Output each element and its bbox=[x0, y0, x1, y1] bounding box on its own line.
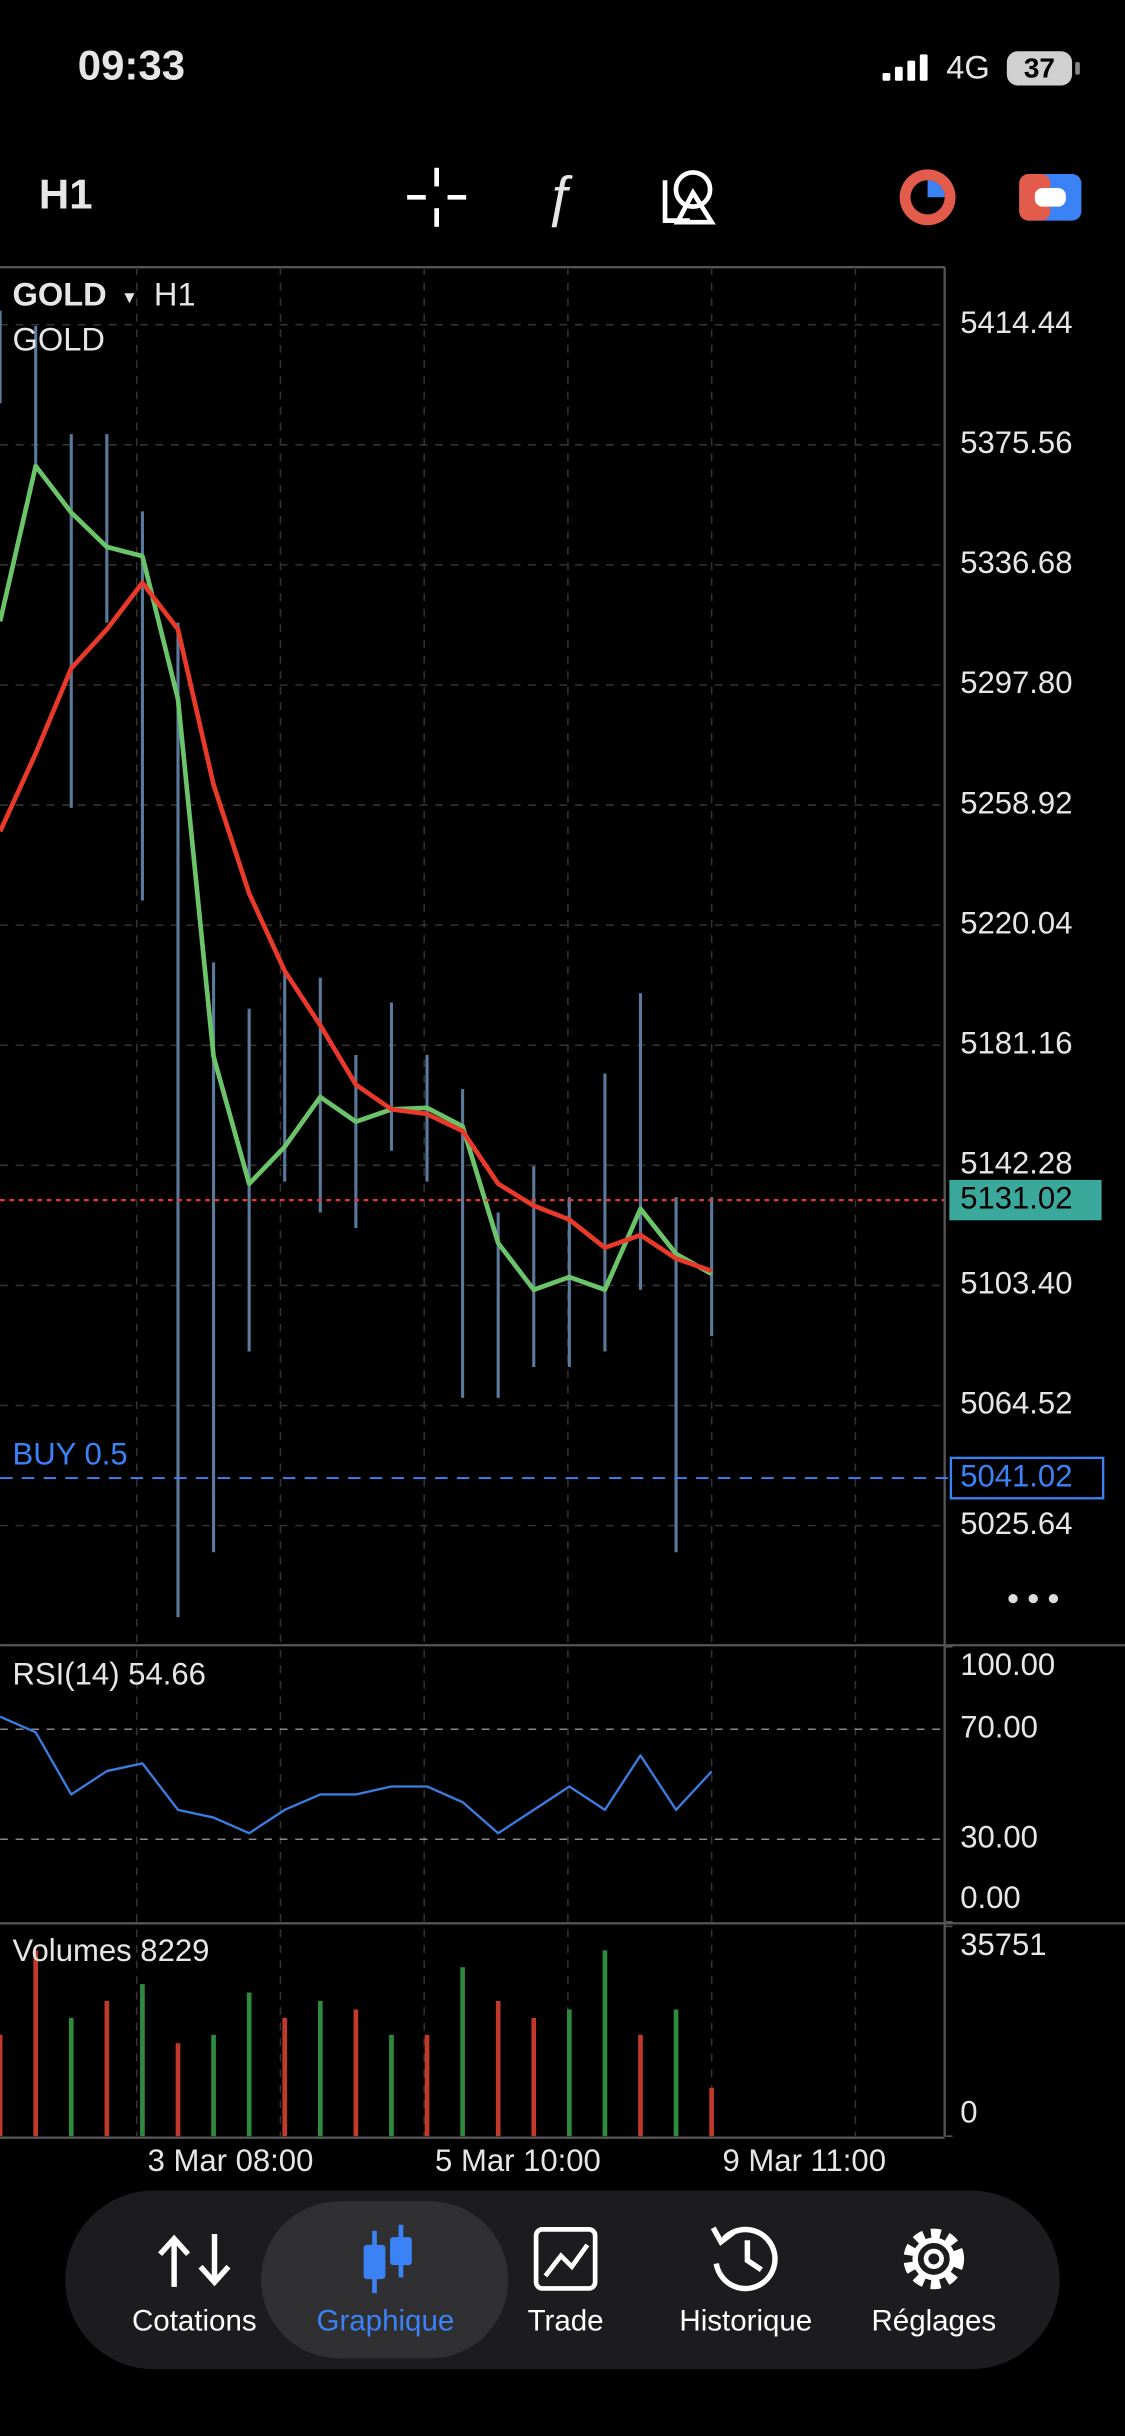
cotations-icon[interactable] bbox=[158, 2234, 231, 2287]
active-tab-highlight bbox=[261, 2201, 509, 2359]
status-time: 09:33 bbox=[78, 41, 185, 88]
symbol-description: GOLD bbox=[13, 320, 105, 357]
x-tick-label: 3 Mar 08:00 bbox=[148, 2143, 314, 2178]
y-tick-label: 5258.92 bbox=[960, 785, 1072, 820]
volume-bar bbox=[246, 1992, 252, 2137]
volume-bar bbox=[282, 2017, 288, 2137]
tab-label[interactable]: Réglages bbox=[871, 2304, 996, 2337]
volume-bar bbox=[460, 1967, 465, 2137]
y-tick-label: 5142.28 bbox=[960, 1146, 1072, 1181]
y-tick-label: 5181.16 bbox=[960, 1025, 1072, 1060]
moving-average-line bbox=[0, 463, 713, 1293]
historique-icon[interactable] bbox=[710, 2226, 778, 2292]
volume-bar bbox=[531, 2017, 537, 2137]
symbol-dropdown[interactable]: ▾ bbox=[124, 287, 135, 309]
volume-bar bbox=[709, 2087, 714, 2137]
y-tick-label: 0 bbox=[960, 2095, 977, 2130]
y-tick-label: 30.00 bbox=[960, 1819, 1038, 1854]
trade-icon[interactable] bbox=[1019, 174, 1082, 221]
indicators-icon[interactable]: ƒ bbox=[544, 164, 575, 228]
rsi-line bbox=[0, 1715, 713, 1835]
chart-frame bbox=[0, 266, 1125, 2139]
y-tick-label: 5220.04 bbox=[960, 905, 1072, 940]
volume-bar bbox=[389, 2034, 394, 2137]
volume-bar bbox=[567, 2009, 572, 2137]
y-tick-label: 5103.40 bbox=[960, 1266, 1072, 1301]
y-tick-label: 0.00 bbox=[960, 1880, 1020, 1915]
x-tick-label: 9 Mar 11:00 bbox=[723, 2143, 886, 2178]
volume-bar bbox=[602, 1950, 608, 2137]
tab-label[interactable]: Trade bbox=[528, 2304, 604, 2337]
y-tick-label: 5025.64 bbox=[960, 1506, 1072, 1541]
chart-timeframe: H1 bbox=[154, 275, 196, 312]
symbol-name[interactable]: GOLD bbox=[13, 275, 107, 312]
y-tick-label: 100.00 bbox=[960, 1647, 1055, 1682]
objects-icon[interactable] bbox=[662, 170, 716, 225]
signal-icon bbox=[882, 54, 928, 81]
plot-area: 3 Mar 08:00 5 Mar 10:00 9 Mar 11:00 5414.44… bbox=[0, 267, 1105, 2178]
volume-bar bbox=[424, 2034, 430, 2137]
trade-tab-icon[interactable] bbox=[533, 2227, 598, 2291]
volume-bar bbox=[0, 2034, 3, 2137]
timeframe-button[interactable]: H1 bbox=[39, 170, 93, 217]
order-price-label: 5041.02 bbox=[960, 1458, 1072, 1493]
y-tick-label: 5375.56 bbox=[960, 425, 1072, 460]
volume-bar bbox=[495, 2000, 501, 2137]
network-type: 4G bbox=[946, 49, 990, 86]
account-icon[interactable] bbox=[899, 169, 956, 226]
rsi-title: RSI(14) 54.66 bbox=[13, 1657, 206, 1692]
volume-bar bbox=[140, 1984, 145, 2137]
volume-bar bbox=[211, 2034, 216, 2137]
battery-level: 37 bbox=[1024, 52, 1055, 83]
y-tick-label: 5297.80 bbox=[960, 665, 1072, 700]
volume-title: Volumes 8229 bbox=[13, 1933, 210, 1968]
volume-bar bbox=[673, 2009, 679, 2137]
reglages-icon[interactable] bbox=[903, 2228, 965, 2290]
moving-average-line bbox=[0, 580, 713, 1274]
volume-bar bbox=[353, 2009, 359, 2137]
tab-label[interactable]: Historique bbox=[679, 2304, 812, 2337]
battery bbox=[1006, 51, 1073, 86]
last-price-label: 5131.02 bbox=[960, 1180, 1072, 1215]
last-price-box bbox=[949, 1179, 1102, 1221]
graphique-icon[interactable] bbox=[363, 2224, 412, 2294]
more-button[interactable] bbox=[1008, 1593, 1059, 1604]
tab-label[interactable]: Graphique bbox=[317, 2304, 455, 2337]
volume-bar bbox=[638, 2034, 643, 2137]
y-tick-label: 35751 bbox=[960, 1927, 1046, 1962]
order-price-box bbox=[949, 1456, 1105, 1500]
battery-tip bbox=[1075, 62, 1080, 75]
volume-bar bbox=[104, 2000, 110, 2137]
volume-bar bbox=[68, 2017, 74, 2137]
volume-bar bbox=[175, 2043, 181, 2137]
volume-bar bbox=[317, 2000, 323, 2137]
y-tick-label: 70.00 bbox=[960, 1709, 1038, 1744]
tab-label[interactable]: Cotations bbox=[132, 2304, 257, 2337]
y-tick-label: 5414.44 bbox=[960, 305, 1072, 340]
crosshair-icon[interactable] bbox=[407, 167, 467, 227]
y-tick-label: 5336.68 bbox=[960, 545, 1072, 580]
x-tick-label: 5 Mar 10:00 bbox=[435, 2143, 601, 2178]
order-label: BUY 0.5 bbox=[13, 1437, 128, 1472]
y-tick-label: 5064.52 bbox=[960, 1386, 1072, 1421]
volume-bar bbox=[33, 1950, 39, 2137]
